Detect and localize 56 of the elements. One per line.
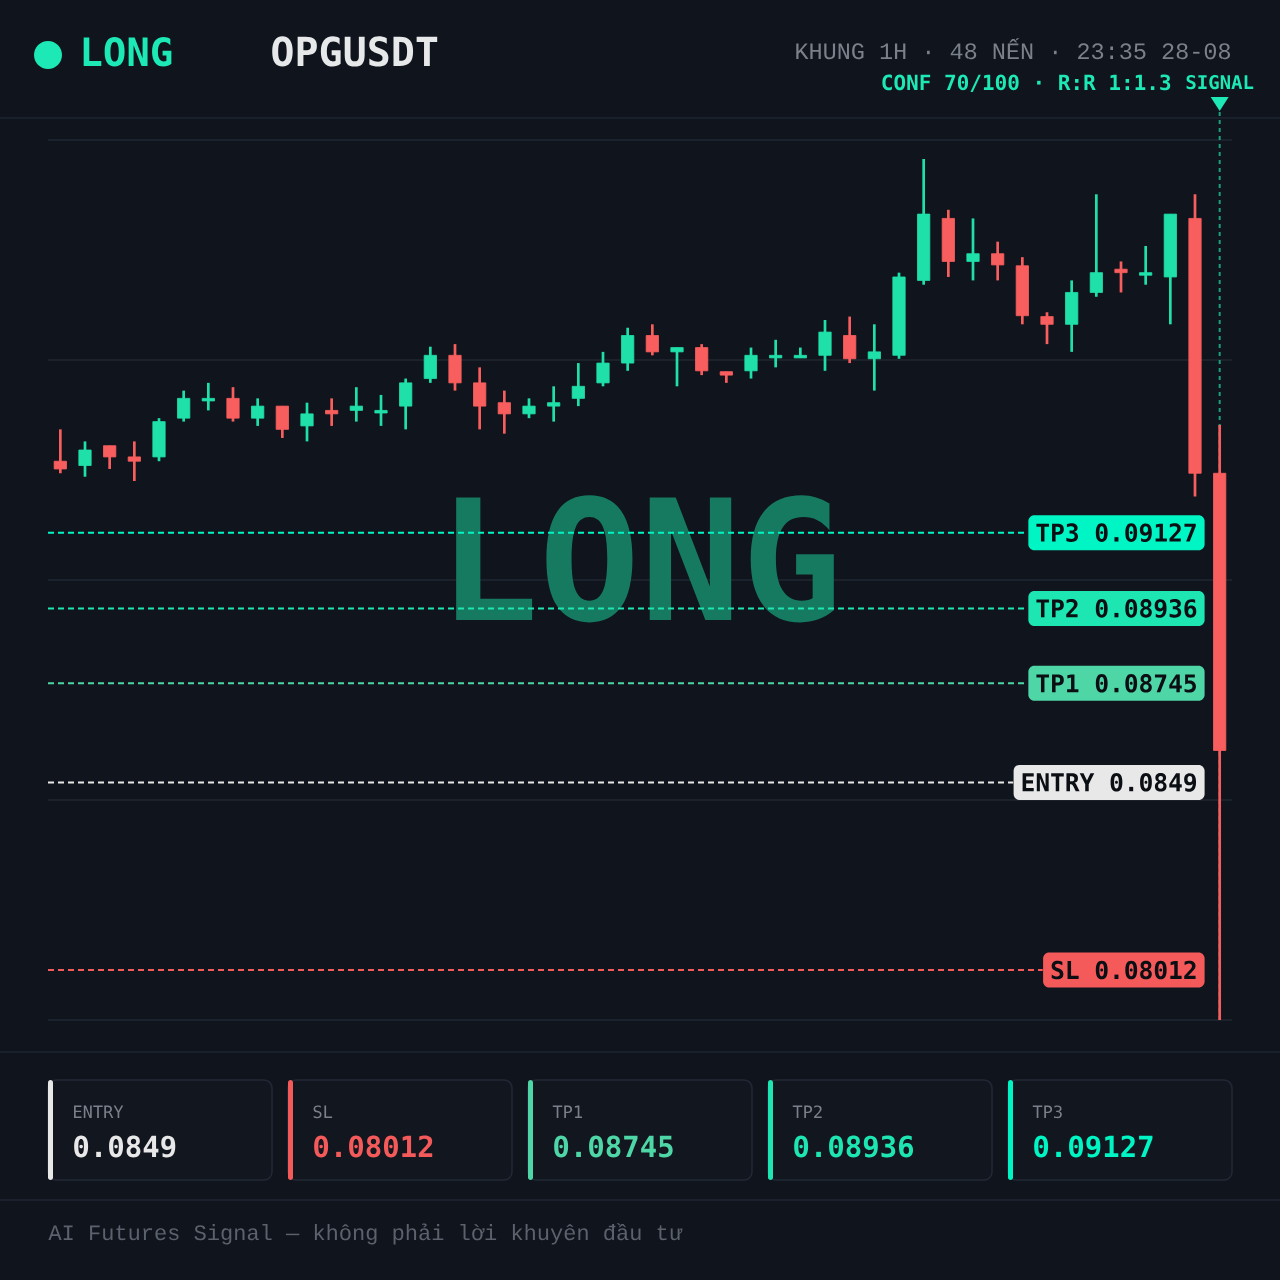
candlestick (275, 404, 289, 440)
ref-line-label: ENTRY 0.0849 (1022, 773, 1197, 792)
text: 0.08012 (314, 1135, 433, 1158)
candlestick (645, 322, 659, 357)
candlestick (991, 240, 1005, 282)
ref-line-label: SL 0.08012 (1051, 960, 1196, 980)
text: SIGNAL (1186, 74, 1254, 90)
candlestick (596, 350, 610, 388)
ref-line-label: TP1 0.08745 (1036, 674, 1196, 693)
text: LONG (83, 37, 172, 67)
candlestick (374, 393, 388, 428)
candlestick (670, 346, 684, 388)
text: 0.08936 (794, 1135, 914, 1158)
text: KHUNG 1H · 48 NẾN · 23:35 28-08 (796, 38, 1230, 60)
candlestick (78, 440, 92, 479)
candlestick (473, 366, 487, 431)
candlestick (349, 385, 363, 423)
text: TP3 (1032, 1105, 1062, 1119)
candlestick (1139, 244, 1153, 287)
candlestick (226, 385, 240, 423)
text: TP2 (792, 1105, 822, 1119)
candlestick (571, 361, 585, 408)
candlestick (695, 342, 709, 377)
text: SL (313, 1105, 333, 1119)
candlestick (547, 384, 561, 423)
candlestick (300, 401, 314, 443)
candlestick (966, 217, 980, 282)
candlestick (423, 345, 437, 385)
chart-title: OPGUSDT (272, 36, 438, 67)
candlestick (251, 397, 265, 428)
candlestick (201, 381, 215, 412)
candlestick (843, 315, 857, 365)
text: 0.08745 (554, 1135, 673, 1158)
candlestick (769, 338, 783, 369)
candlestick (103, 444, 117, 471)
candlestick (1040, 310, 1054, 346)
candlestick (53, 428, 67, 475)
candlestick (127, 440, 141, 483)
text: 0.09127 (1034, 1135, 1153, 1158)
text: AI Futures Signal — không phải lời khuyên đầu tư (48, 1223, 683, 1245)
candlestick (1114, 260, 1128, 294)
text: CONF 70/100 · R:R 1:1.3 (882, 74, 1171, 92)
candlestick (522, 397, 536, 420)
candlestick (399, 377, 413, 431)
candlestick (325, 397, 339, 428)
ref-line-label: TP2 0.08936 (1036, 599, 1197, 618)
candlestick (867, 322, 881, 392)
text: TP1 (552, 1105, 582, 1119)
ref-line-label: TP3 0.09127 (1036, 523, 1196, 543)
candlestick (497, 389, 511, 436)
candlestick (177, 389, 191, 423)
candlestick (1089, 192, 1103, 299)
candlestick (818, 318, 832, 373)
text: ENTRY (74, 1105, 124, 1119)
candlestick (744, 346, 758, 380)
text: 0.0849 (74, 1135, 176, 1158)
